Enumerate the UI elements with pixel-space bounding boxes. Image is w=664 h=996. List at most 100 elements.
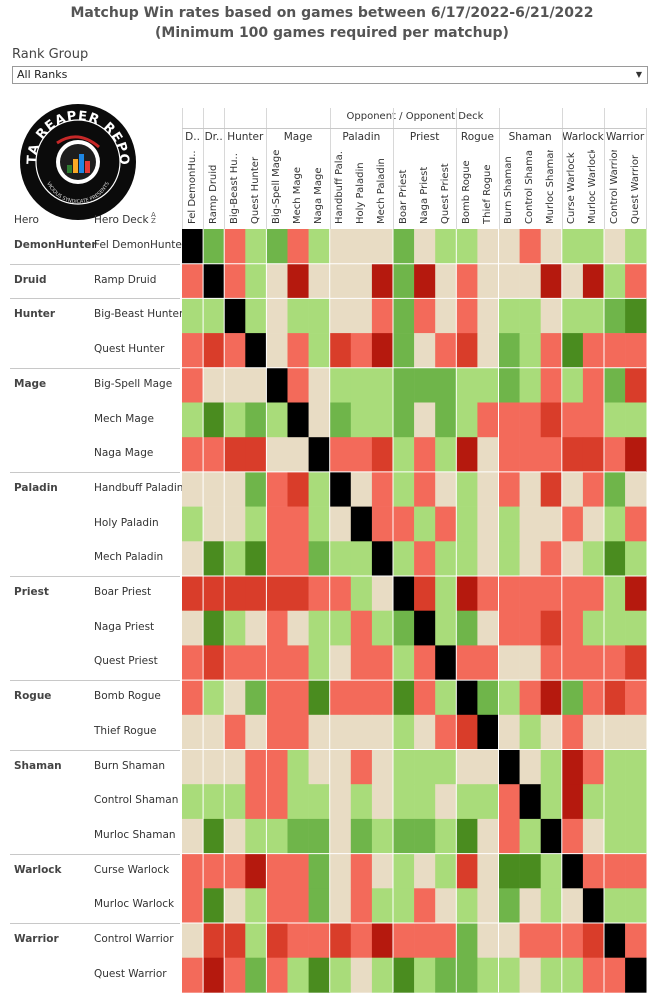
- heatmap-cell[interactable]: [625, 853, 647, 889]
- heatmap-cell[interactable]: [435, 784, 457, 820]
- heatmap-cell[interactable]: [456, 610, 478, 646]
- heatmap-cell[interactable]: [561, 680, 584, 716]
- heatmap-cell[interactable]: [266, 610, 288, 646]
- heatmap-cell[interactable]: [203, 818, 225, 854]
- heatmap-cell[interactable]: [245, 367, 267, 403]
- heatmap-cell[interactable]: [540, 541, 563, 577]
- heatmap-cell[interactable]: [182, 298, 204, 334]
- heatmap-cell[interactable]: [287, 645, 309, 681]
- heatmap-cell[interactable]: [393, 714, 415, 750]
- heatmap-cell[interactable]: [519, 714, 541, 750]
- heatmap-cell[interactable]: [414, 576, 436, 611]
- heatmap-cell[interactable]: [414, 853, 436, 889]
- heatmap-cell[interactable]: [498, 714, 520, 750]
- heatmap-cell[interactable]: [582, 714, 605, 750]
- heatmap-cell[interactable]: [604, 957, 626, 993]
- heatmap-cell[interactable]: [245, 749, 267, 785]
- heatmap-cell[interactable]: [414, 229, 436, 264]
- heatmap-cell[interactable]: [371, 923, 394, 958]
- heatmap-cell[interactable]: [519, 610, 541, 646]
- heatmap-cell[interactable]: [182, 610, 204, 646]
- heatmap-cell[interactable]: [582, 437, 605, 473]
- heatmap-cell[interactable]: [224, 853, 246, 889]
- heatmap-cell[interactable]: [350, 923, 373, 958]
- heatmap-cell[interactable]: [350, 853, 373, 889]
- heatmap-cell[interactable]: [456, 333, 478, 369]
- heatmap-cell[interactable]: [329, 853, 352, 889]
- heatmap-cell[interactable]: [266, 818, 288, 854]
- heatmap-cell[interactable]: [456, 714, 478, 750]
- heatmap-cell[interactable]: [561, 541, 584, 577]
- heatmap-cell[interactable]: [350, 645, 373, 681]
- heatmap-cell[interactable]: [477, 923, 499, 958]
- heatmap-cell[interactable]: [456, 229, 478, 264]
- heatmap-cell[interactable]: [287, 576, 309, 611]
- heatmap-cell[interactable]: [625, 645, 647, 681]
- heatmap-cell[interactable]: [519, 229, 541, 264]
- heatmap-cell[interactable]: [561, 749, 584, 785]
- heatmap-cell[interactable]: [561, 263, 584, 299]
- heatmap-cell[interactable]: [203, 645, 225, 681]
- heatmap-cell[interactable]: [582, 645, 605, 681]
- mirror-cell[interactable]: [561, 853, 584, 889]
- heatmap-cell[interactable]: [308, 853, 330, 889]
- heatmap-cell[interactable]: [561, 333, 584, 369]
- heatmap-cell[interactable]: [224, 645, 246, 681]
- heatmap-cell[interactable]: [371, 888, 394, 924]
- heatmap-cell[interactable]: [393, 298, 415, 334]
- heatmap-cell[interactable]: [540, 576, 563, 611]
- heatmap-cell[interactable]: [604, 402, 626, 438]
- heatmap-cell[interactable]: [287, 610, 309, 646]
- heatmap-cell[interactable]: [477, 471, 499, 507]
- mirror-cell[interactable]: [371, 541, 394, 577]
- heatmap-cell[interactable]: [498, 645, 520, 681]
- heatmap-cell[interactable]: [182, 818, 204, 854]
- heatmap-cell[interactable]: [224, 923, 246, 958]
- heatmap-cell[interactable]: [371, 784, 394, 820]
- heatmap-cell[interactable]: [266, 471, 288, 507]
- heatmap-cell[interactable]: [477, 576, 499, 611]
- heatmap-cell[interactable]: [414, 923, 436, 958]
- heatmap-cell[interactable]: [519, 888, 541, 924]
- heatmap-cell[interactable]: [582, 367, 605, 403]
- heatmap-cell[interactable]: [329, 923, 352, 958]
- heatmap-cell[interactable]: [224, 263, 246, 299]
- heatmap-cell[interactable]: [561, 437, 584, 473]
- heatmap-cell[interactable]: [287, 263, 309, 299]
- heatmap-cell[interactable]: [245, 506, 267, 542]
- heatmap-cell[interactable]: [203, 506, 225, 542]
- heatmap-cell[interactable]: [435, 957, 457, 993]
- heatmap-cell[interactable]: [266, 680, 288, 716]
- heatmap-cell[interactable]: [182, 471, 204, 507]
- heatmap-cell[interactable]: [498, 298, 520, 334]
- heatmap-cell[interactable]: [287, 818, 309, 854]
- heatmap-cell[interactable]: [519, 680, 541, 716]
- heatmap-cell[interactable]: [519, 333, 541, 369]
- heatmap-cell[interactable]: [582, 853, 605, 889]
- heatmap-cell[interactable]: [604, 680, 626, 716]
- heatmap-cell[interactable]: [582, 506, 605, 542]
- heatmap-cell[interactable]: [224, 437, 246, 473]
- heatmap-cell[interactable]: [203, 229, 225, 264]
- mirror-cell[interactable]: [519, 784, 541, 820]
- heatmap-cell[interactable]: [245, 645, 267, 681]
- heatmap-cell[interactable]: [604, 888, 626, 924]
- heatmap-cell[interactable]: [582, 576, 605, 611]
- heatmap-cell[interactable]: [393, 923, 415, 958]
- heatmap-cell[interactable]: [393, 610, 415, 646]
- heatmap-cell[interactable]: [625, 506, 647, 542]
- heatmap-cell[interactable]: [561, 714, 584, 750]
- heatmap-cell[interactable]: [329, 888, 352, 924]
- heatmap-cell[interactable]: [477, 437, 499, 473]
- heatmap-cell[interactable]: [604, 229, 626, 264]
- heatmap-cell[interactable]: [350, 888, 373, 924]
- heatmap-cell[interactable]: [266, 576, 288, 611]
- heatmap-cell[interactable]: [561, 957, 584, 993]
- heatmap-cell[interactable]: [203, 853, 225, 889]
- heatmap-cell[interactable]: [371, 818, 394, 854]
- heatmap-cell[interactable]: [477, 749, 499, 785]
- heatmap-cell[interactable]: [308, 576, 330, 611]
- heatmap-cell[interactable]: [287, 853, 309, 889]
- heatmap-cell[interactable]: [329, 333, 352, 369]
- heatmap-cell[interactable]: [477, 818, 499, 854]
